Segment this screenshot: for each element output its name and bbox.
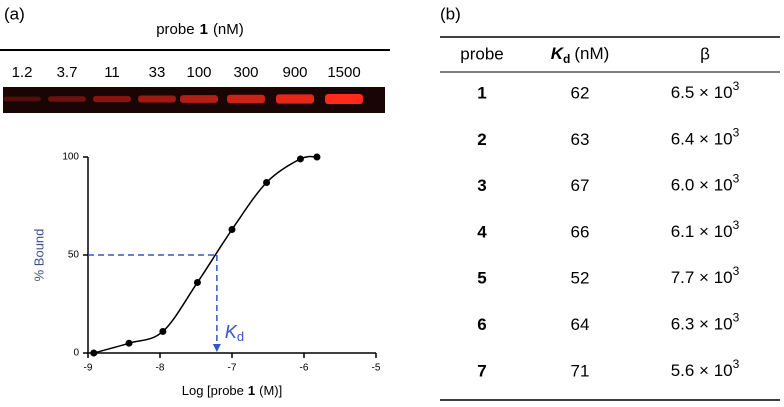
table-cell: 66 [571, 222, 590, 241]
data-point [90, 349, 98, 357]
table-cell: 71 [571, 361, 590, 380]
lane-label: 1.2 [12, 64, 33, 81]
data-point [296, 155, 304, 163]
panel-label: (b) [440, 4, 461, 23]
gel-band [227, 94, 265, 104]
text-part: d [563, 52, 570, 66]
data-point [125, 339, 133, 347]
data-point [263, 178, 271, 186]
table-cell: 52 [571, 269, 590, 288]
table-cell: 5 [477, 269, 486, 288]
gel-band [276, 94, 314, 104]
table-cell: 1 [477, 83, 486, 102]
table-cell: 6.1 × 103 [671, 218, 740, 241]
text-part: 6.0 × 10 [671, 176, 733, 195]
table-cell: 3 [477, 176, 486, 195]
table-header: β [700, 44, 710, 63]
text-part: 1 [200, 21, 208, 38]
text-part: 1 [248, 383, 255, 398]
text-part: 3 [733, 79, 740, 93]
x-tick-label: -9 [84, 363, 93, 374]
table-cell: 2 [477, 130, 486, 149]
gel-band [325, 94, 363, 104]
lane-label: 3.7 [57, 64, 78, 81]
x-axis-label: Log [probe 1 (M)] [182, 383, 283, 398]
text-part: 3 [733, 218, 740, 232]
text-part: K [225, 322, 238, 342]
x-tick-label: -5 [372, 363, 381, 374]
data-point [228, 226, 236, 234]
lane-label: 300 [233, 64, 258, 81]
text-part: 6.3 × 10 [671, 315, 733, 334]
table-cell: 63 [571, 130, 590, 149]
text-part: 6.1 × 10 [671, 222, 733, 241]
table-cell: 7 [477, 361, 486, 380]
table-header: Kd (nM) [551, 44, 610, 66]
y-tick-label: 100 [62, 152, 79, 163]
panel-label: (a) [4, 4, 25, 23]
lane-label: 11 [104, 64, 120, 81]
table-cell: 5.6 × 103 [671, 357, 740, 380]
lane-label: 900 [282, 64, 307, 81]
text-part: K [551, 44, 565, 63]
table-cell: 6.0 × 103 [671, 172, 740, 195]
table-cell: 6.3 × 103 [671, 311, 740, 334]
text-part: (nM) [213, 21, 244, 38]
text-part: 3 [733, 172, 740, 186]
table-cell: 62 [571, 83, 590, 102]
table-cell: 7.7 × 103 [671, 264, 740, 287]
text-part: 3 [733, 311, 740, 325]
text-part: 6.4 × 10 [671, 130, 733, 149]
text-part: d [237, 329, 244, 344]
text-part: 6.5 × 10 [671, 83, 733, 102]
gel-band [3, 96, 41, 102]
table-header: probe [460, 44, 503, 63]
gel-title: probe 1 (nM) [156, 21, 244, 38]
y-tick-label: 50 [68, 250, 80, 261]
x-tick-label: -8 [156, 363, 165, 374]
text-part: 3 [733, 264, 740, 278]
gel-band [93, 95, 131, 103]
x-tick-label: -7 [228, 363, 237, 374]
data-point [159, 327, 167, 335]
gel-band [48, 96, 86, 102]
table-cell: 4 [477, 222, 487, 241]
lane-label: 100 [186, 64, 211, 81]
text-part: 5.6 × 10 [671, 361, 733, 380]
x-tick-label: -6 [300, 363, 309, 374]
data-point [313, 153, 321, 161]
fit-curve [93, 155, 318, 354]
text-part: 7.7 × 10 [671, 269, 733, 288]
text-part: Log [probe [182, 383, 244, 398]
gel-band [138, 95, 176, 103]
arrowhead [212, 344, 221, 352]
data-point [193, 278, 201, 286]
lane-label: 33 [149, 64, 166, 81]
text-part: 3 [733, 357, 740, 371]
text-part: probe [156, 21, 194, 38]
table-cell: 6.5 × 103 [671, 79, 740, 102]
kd-label: Kd [225, 322, 244, 345]
table-cell: 67 [571, 176, 590, 195]
table-cell: 6 [477, 315, 486, 334]
y-tick-label: 0 [73, 348, 79, 359]
gel-band [180, 95, 218, 103]
text-part: (nM) [574, 44, 609, 63]
table-cell: 6.4 × 103 [671, 125, 740, 148]
lane-label: 1500 [327, 64, 360, 81]
y-axis-label: % Bound [31, 229, 46, 282]
text-part: 3 [733, 125, 740, 139]
text-part: (M)] [259, 383, 282, 398]
table-cell: 64 [571, 315, 590, 334]
